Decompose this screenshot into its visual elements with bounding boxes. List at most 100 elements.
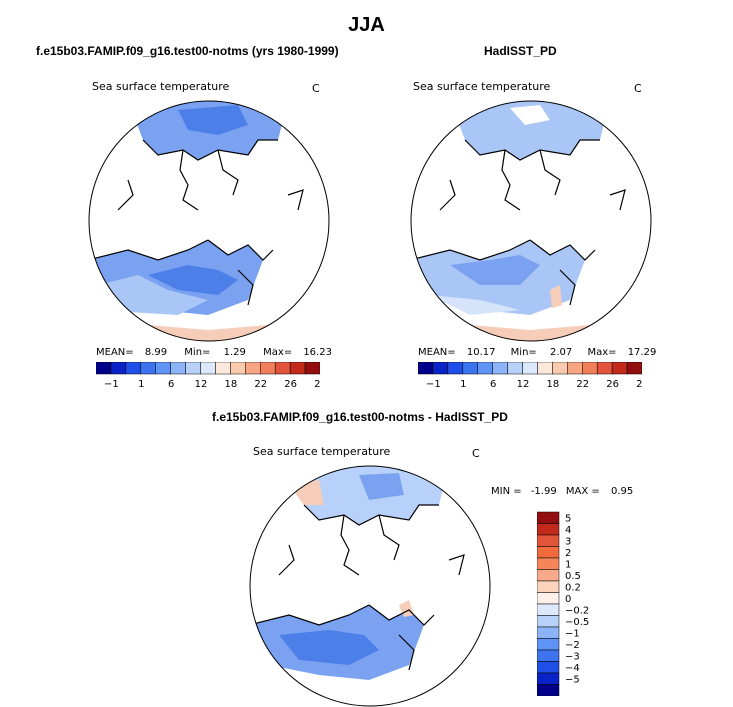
panel-1-colorbar-swatch: [260, 362, 276, 375]
panel-3-colorbar-tick-label: −1: [565, 629, 580, 640]
panel-2-mean-value: 10.17: [466, 347, 496, 358]
panel-3-colorbar-swatch: [537, 603, 560, 616]
panel-1-colorbar-swatch: [245, 362, 261, 375]
panel-3-colorbar-tick-label: −5: [565, 675, 580, 686]
panel-1-ocean-pacific-cold: [178, 105, 248, 135]
panel-3-min-label: MIN =: [491, 486, 522, 497]
panel-1-field-label: Sea surface temperature: [92, 80, 230, 93]
panel-3-min-value: -1.99: [530, 486, 557, 497]
panel-2-min-label: Min=: [510, 347, 537, 358]
panel-2-stats: MEAN= 10.17 Min= 2.07 Max= 17.29: [418, 347, 656, 358]
panel-3-colorbar-swatch: [537, 523, 560, 536]
panel-1-colorbar-tick-label: 1: [138, 379, 144, 390]
panel-2-colorbar-swatch: [537, 362, 553, 375]
panel-2-heading: HadISST_PD: [484, 44, 557, 58]
panel-1-polar-map: [88, 100, 330, 342]
panel-2-colorbar-tick-label: −1: [426, 379, 441, 390]
panel-2-ocean-warm-patch: [550, 285, 562, 308]
panel-3-colorbar-swatch: [537, 546, 560, 559]
panel-3-colorbar-swatch: [537, 626, 560, 639]
panel-1-colorbar-swatch: [215, 362, 231, 375]
panel-2-ice-patch: [510, 105, 550, 125]
panel-3-max-label: MAX =: [565, 486, 600, 497]
panel-1-colorbar-swatch: [170, 362, 186, 375]
panel-1-map-boundary: [88, 100, 330, 342]
panel-3-ocean-cold-patch: [359, 473, 404, 500]
panel-3-colorbar-tick-label: 2: [565, 548, 571, 559]
panel-2-coastlines: [411, 139, 626, 306]
panel-3-colorbar-tick-label: 0.5: [565, 571, 581, 582]
panel-1-min-label: Min=: [184, 347, 211, 358]
panel-1-colorbar-tick-label: 18: [225, 379, 238, 390]
panel-3-colorbar-swatch: [537, 649, 560, 662]
panel-2-colorbar-tick-label: 1: [460, 379, 466, 390]
panel-2-ocean-pacific: [450, 101, 610, 160]
panel-1-colorbar-swatch: [304, 362, 320, 375]
panel-1-heading: f.e15b03.FAMIP.f09_g16.test00-notms (yrs…: [36, 44, 339, 58]
panel-3-colorbar-swatch: [537, 511, 560, 524]
panel-1-mean-label: MEAN=: [96, 347, 134, 358]
panel-1-colorbar-tick-label: 6: [168, 379, 174, 390]
panel-1-ocean-atlantic-cold: [148, 265, 238, 295]
panel-2-colorbar-tick-label: 29: [636, 379, 642, 390]
panel-2-colorbar-swatch: [492, 362, 508, 375]
panel-2-colorbar-tick-label: 18: [547, 379, 560, 390]
panel-2-colorbar-swatch: [626, 362, 642, 375]
page-title: JJA: [348, 14, 385, 36]
panel-2-colorbar-tick-label: 12: [517, 379, 530, 390]
panel-3-colorbar-tick-label: 5: [565, 514, 571, 525]
panel-3-colorbar-swatch: [537, 534, 560, 547]
panel-1-colorbar-swatch: [96, 362, 112, 375]
panel-1-max-value: 16.23: [303, 347, 332, 358]
panel-3-colorbar-tick-label: −0.5: [565, 617, 589, 628]
panel-3-colorbar-swatch: [537, 592, 560, 605]
panel-2-colorbar-tick-label: 22: [576, 379, 589, 390]
panel-2-map-boundary: [410, 100, 652, 342]
panel-3-field-label: Sea surface temperature: [253, 445, 391, 458]
panel-3-polar-map: [249, 465, 491, 707]
panel-3-colorbar-tick-label: −0.2: [565, 606, 589, 617]
panel-1-colorbar-swatch: [274, 362, 291, 375]
panel-1-colorbar-tick-label: 29: [314, 379, 320, 390]
panel-2-mean-label: MEAN=: [418, 347, 456, 358]
panel-2-colorbar-tick-label: 6: [490, 379, 496, 390]
panel-3-colorbar-swatch: [537, 615, 560, 628]
panel-3-colorbar-swatch: [537, 557, 560, 570]
panel-2-colorbar-tick-label: 26: [606, 379, 619, 390]
panel-3-colorbar-swatch: [537, 672, 560, 685]
panel-2-polar-map: [410, 100, 652, 342]
panel-2-colorbar-swatch: [418, 362, 434, 375]
panel-2-colorbar-swatch: [567, 362, 583, 375]
panel-3-units: C: [472, 447, 480, 460]
panel-3-ocean-atlantic-cold: [279, 630, 379, 665]
panel-1-stats: MEAN= 8.99 Min= 1.29 Max= 16.23: [96, 347, 332, 358]
panel-3-max-value: 0.95: [610, 486, 634, 497]
panel-1-coastlines: [89, 139, 304, 306]
panel-2-colorbar-swatch: [462, 362, 478, 375]
panel-1-colorbar-tick-label: 12: [195, 379, 208, 390]
panel-1-colorbar-swatch: [185, 362, 201, 375]
panel-1-units: C: [312, 82, 320, 95]
panel-1-min-value: 1.29: [223, 347, 246, 358]
panel-3-colorbar-tick-label: 0.2: [565, 583, 581, 594]
panel-1-mean-value: 8.99: [144, 347, 168, 358]
panel-1-colorbar-tick-label: 22: [254, 379, 267, 390]
panel-1-colorbar-tick-label: −1: [104, 379, 119, 390]
panel-1-colorbar-swatch: [200, 362, 216, 375]
panel-2-ocean-atlantic-pale: [430, 295, 520, 315]
panel-2-colorbar-swatch: [522, 362, 538, 375]
panel-2-colorbar-swatch: [552, 362, 568, 375]
panel-3-colorbar-tick-label: 0: [565, 594, 571, 605]
panel-1-colorbar-swatch: [230, 362, 246, 375]
panel-1-colorbar-swatch: [110, 362, 127, 375]
panel-2-units: C: [634, 82, 642, 95]
panel-3-colorbar-swatch: [537, 580, 560, 593]
panel-3-heading: f.e15b03.FAMIP.f09_g16.test00-notms - Ha…: [212, 410, 508, 424]
panel-2-max-label: Max=: [587, 347, 617, 358]
panel-1-colorbar-swatch: [155, 362, 171, 375]
panel-1-colorbar-swatch: [289, 362, 306, 375]
panel-2-colorbar-swatch: [432, 362, 449, 375]
panel-1-max-label: Max=: [263, 347, 293, 358]
panel-3-colorbar-tick-label: −2: [565, 640, 580, 651]
